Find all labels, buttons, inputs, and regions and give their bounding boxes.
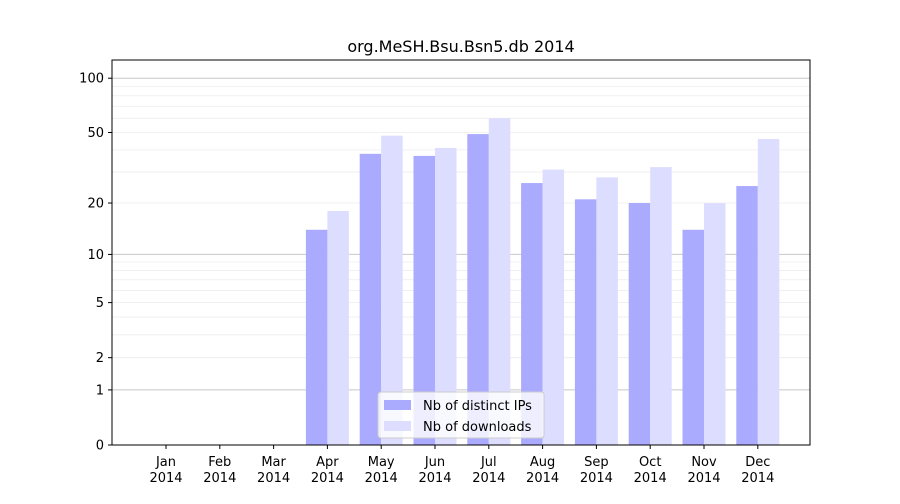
bar-downloads <box>381 135 403 445</box>
legend-label: Nb of downloads <box>423 420 532 435</box>
x-tick-label: Apr 2014 <box>311 455 344 486</box>
x-tick-label: Feb 2014 <box>203 455 236 486</box>
legend-swatch <box>384 421 411 431</box>
plot-frame <box>111 59 811 446</box>
x-tick-label: Nov 2014 <box>687 455 720 486</box>
y-tick-label: 5 <box>96 296 104 311</box>
y-tick-label: 1 <box>96 383 104 398</box>
bar-downloads <box>757 139 780 445</box>
bar-distinct-ips <box>574 199 597 445</box>
bar-distinct-ips <box>359 153 382 445</box>
y-tick-label: 100 <box>79 72 104 87</box>
bar-downloads <box>542 169 565 445</box>
x-tick-label: May 2014 <box>365 455 398 486</box>
x-tick-label: Jul 2014 <box>472 455 505 486</box>
chart-title: org.MeSH.Bsu.Bsn5.db 2014 <box>347 37 574 56</box>
grid <box>112 77 810 391</box>
bar-distinct-ips <box>305 229 328 445</box>
x-tick-label: Jun 2014 <box>418 455 451 486</box>
y-tick-label: 20 <box>87 197 104 212</box>
y-tick-label: 2 <box>96 351 104 366</box>
bars <box>305 118 780 445</box>
bar-downloads <box>488 118 511 445</box>
y-tick-label: 0 <box>96 439 104 454</box>
x-tick-label: Dec 2014 <box>741 455 774 486</box>
bar-distinct-ips <box>736 186 758 445</box>
y-axis: 0 1 2 5 10 20 50 100 <box>79 72 112 454</box>
bar-distinct-ips <box>682 229 704 445</box>
bar-downloads <box>650 167 672 445</box>
bar-distinct-ips <box>467 134 489 445</box>
bar-downloads <box>596 177 618 445</box>
x-tick-label: Jan 2014 <box>149 455 182 486</box>
legend: Nb of distinct IPs Nb of downloads <box>377 391 545 439</box>
y-tick-label: 50 <box>87 126 104 141</box>
bar-downloads <box>327 210 349 445</box>
legend-box <box>377 391 545 439</box>
x-tick-label: Oct 2014 <box>634 455 667 486</box>
x-axis: Jan 2014 Feb 2014 Mar 2014 Apr 2014 May 2014 Jun 20… <box>149 445 774 486</box>
x-tick-label: Sep 2014 <box>580 455 613 486</box>
legend-swatch <box>384 400 411 410</box>
bar-downloads <box>435 147 457 445</box>
bar-distinct-ips <box>521 183 543 445</box>
bar-distinct-ips <box>413 155 435 445</box>
legend-label: Nb of distinct IPs <box>423 399 532 414</box>
x-tick-label: Aug 2014 <box>526 455 559 486</box>
y-tick-label: 10 <box>87 248 104 263</box>
bar-distinct-ips <box>628 203 651 445</box>
x-tick-label: Mar 2014 <box>257 455 290 486</box>
bar-downloads <box>704 203 726 445</box>
